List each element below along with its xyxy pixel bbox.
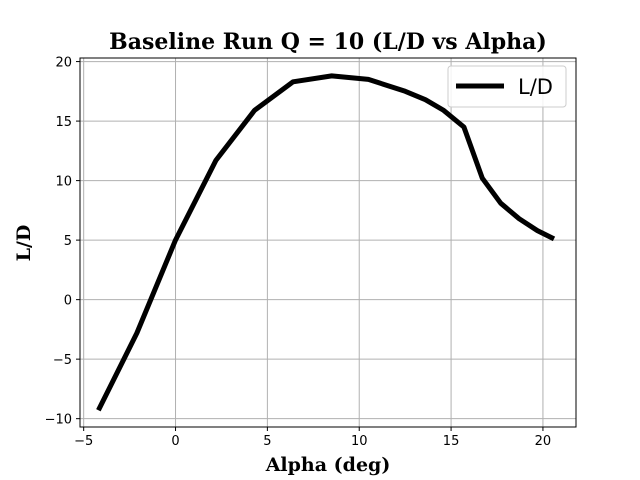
x-tick-label: 10 [351, 434, 368, 449]
chart-title: Baseline Run Q = 10 (L/D vs Alpha) [109, 29, 547, 55]
plot-frame [79, 57, 577, 428]
x-tick-label: 5 [263, 434, 271, 449]
y-tick-label: 5 [64, 234, 72, 249]
y-axis-label: L/D [13, 225, 35, 262]
y-tick-label: 20 [55, 56, 72, 71]
x-tick-label: −5 [74, 434, 93, 449]
x-axis-label: Alpha (deg) [265, 454, 391, 476]
y-tick-label: 10 [55, 175, 72, 190]
y-tick-label: 0 [64, 294, 72, 309]
series-line-ld [96, 73, 556, 412]
y-tick-label: 15 [55, 115, 72, 130]
y-tick-label: −10 [45, 413, 72, 428]
legend-label: L/D [518, 75, 553, 99]
series-layer [96, 73, 556, 412]
legend-box [447, 65, 567, 108]
y-tick-label: −5 [53, 353, 72, 368]
legend: L/D [447, 65, 567, 108]
x-tick-label: 15 [443, 434, 460, 449]
x-tick-label: 0 [171, 434, 179, 449]
x-tick-label: 20 [535, 434, 552, 449]
